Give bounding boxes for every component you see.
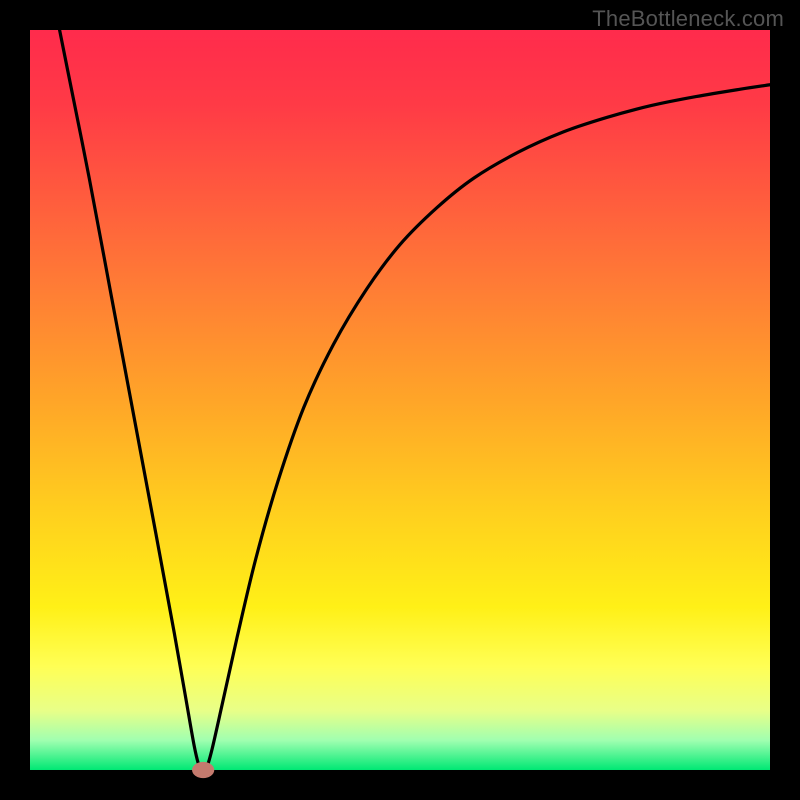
watermark-label: TheBottleneck.com [592, 6, 784, 32]
min-point-marker [192, 762, 214, 778]
plot-area [30, 30, 770, 770]
chart-container: TheBottleneck.com [0, 0, 800, 800]
bottleneck-chart [0, 0, 800, 800]
